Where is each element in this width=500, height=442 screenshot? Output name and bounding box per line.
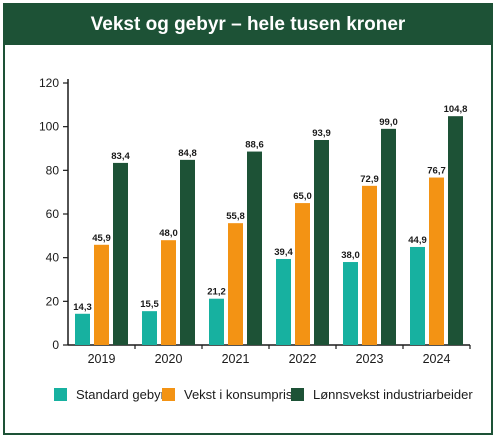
x-tick-label: 2021: [222, 352, 250, 366]
data-label: 72,9: [360, 174, 379, 185]
y-tick-label: 60: [46, 207, 60, 221]
bar-l-nnsvekst-industriarbeider-2020: [180, 159, 195, 345]
bar-l-nnsvekst-industriarbeider-2019: [113, 162, 128, 345]
bar-chart: 0 20 40 60 80 100 120 14,3 45,9 83,4 2019 15,5 48,0 8…: [39, 76, 471, 366]
bar-standard-gebyr-2023: [343, 262, 358, 345]
y-tick-label: 40: [46, 251, 60, 265]
data-label: 99,0: [379, 117, 398, 128]
data-label: 93,9: [312, 128, 331, 139]
bar-l-nnsvekst-industriarbeider-2022: [314, 139, 329, 345]
bar-standard-gebyr-2022: [276, 258, 291, 345]
legend-swatch-vekst-i-konsumpris: [162, 387, 175, 401]
bar-vekst-i-konsumpris-2023: [362, 185, 377, 345]
y-tick-label: 20: [46, 294, 60, 308]
bar-l-nnsvekst-industriarbeider-2021: [247, 151, 262, 345]
chart-legend: Standard gebyr Vekst i konsumpris Lønnsv…: [5, 381, 495, 407]
x-tick-label: 2020: [155, 352, 183, 366]
data-label: 84,8: [178, 148, 197, 159]
data-label: 76,7: [427, 166, 446, 177]
bar-standard-gebyr-2019: [75, 313, 90, 345]
legend-item-lonnsvekst: Lønnsvekst industriarbeider: [291, 381, 473, 407]
chart-title: Vekst og gebyr – hele tusen kroner: [90, 14, 406, 35]
chart-title-bar: Vekst og gebyr – hele tusen kroner: [5, 5, 491, 45]
legend-swatch-standard-gebyr: [54, 387, 67, 401]
data-label: 55,8: [226, 211, 245, 222]
x-tick-label: 2022: [289, 352, 317, 366]
legend-item-standard-gebyr: Standard gebyr: [54, 381, 165, 407]
legend-label-standard-gebyr: Standard gebyr: [76, 386, 165, 402]
bar-vekst-i-konsumpris-2022: [295, 203, 310, 345]
bar-standard-gebyr-2024: [410, 246, 425, 345]
y-tick-label: 100: [39, 120, 59, 134]
bar-l-nnsvekst-industriarbeider-2023: [381, 128, 396, 345]
x-tick-label: 2019: [88, 352, 116, 366]
data-label: 38,0: [341, 250, 360, 261]
bar-standard-gebyr-2020: [142, 311, 157, 345]
y-tick-label: 120: [39, 76, 59, 90]
data-label: 45,9: [92, 233, 111, 244]
bar-vekst-i-konsumpris-2020: [161, 240, 176, 345]
bar-standard-gebyr-2021: [209, 298, 224, 345]
y-tick-label: 0: [52, 338, 59, 352]
data-label: 48,0: [159, 228, 178, 239]
data-label: 65,0: [293, 191, 312, 202]
data-label: 14,3: [73, 302, 92, 313]
legend-swatch-lonnsvekst: [291, 387, 304, 401]
data-label: 15,5: [140, 299, 159, 310]
legend-item-vekst-i-konsumpris: Vekst i konsumpris: [162, 381, 292, 407]
bar-l-nnsvekst-industriarbeider-2024: [448, 116, 463, 345]
data-label: 83,4: [111, 151, 130, 162]
data-label: 39,4: [274, 247, 293, 258]
bar-vekst-i-konsumpris-2021: [228, 223, 243, 345]
data-label: 21,2: [207, 287, 226, 298]
legend-label-vekst-i-konsumpris: Vekst i konsumpris: [184, 386, 293, 402]
chart-frame: Vekst og gebyr – hele tusen kroner 0 20 40…: [3, 3, 493, 435]
x-tick-label: 2023: [356, 352, 384, 366]
data-label: 44,9: [408, 235, 427, 246]
x-tick-label: 2024: [423, 352, 451, 366]
y-tick-label: 80: [46, 163, 60, 177]
data-label: 88,6: [245, 140, 264, 151]
bar-vekst-i-konsumpris-2024: [429, 177, 444, 345]
bar-vekst-i-konsumpris-2019: [94, 244, 109, 345]
legend-label-lonnsvekst: Lønnsvekst industriarbeider: [313, 386, 473, 402]
data-label: 104,8: [444, 104, 468, 115]
